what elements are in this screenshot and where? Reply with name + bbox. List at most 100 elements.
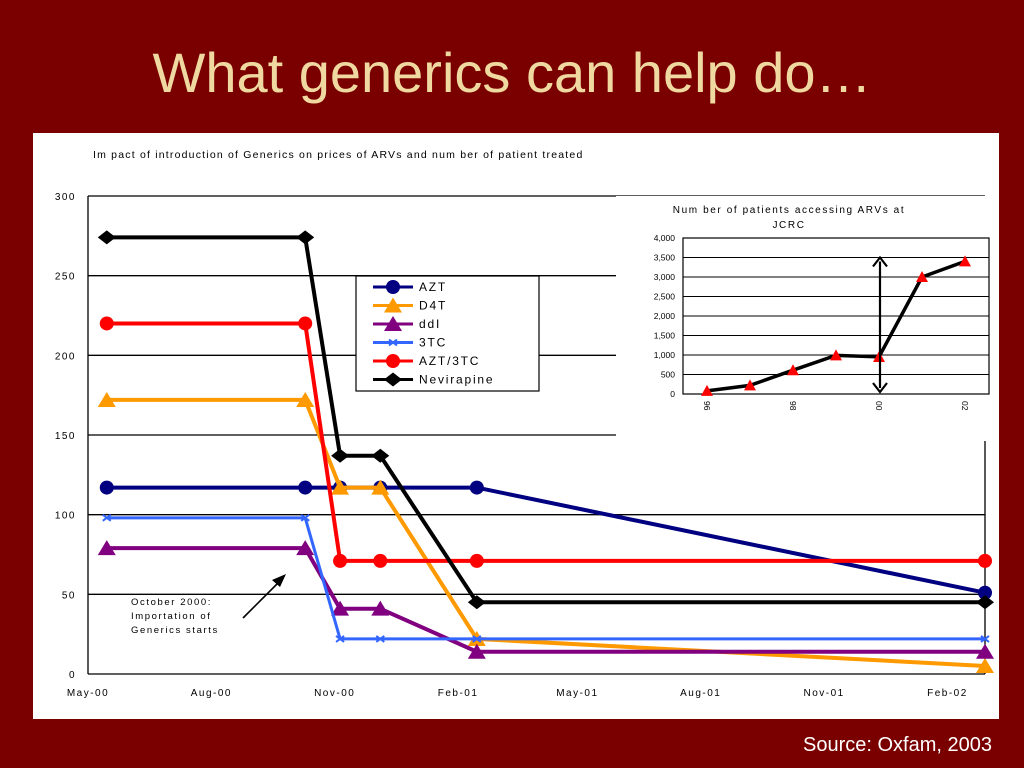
series-line-nevirapine xyxy=(106,235,985,605)
series-line-azt xyxy=(106,485,986,595)
series-line-d4t xyxy=(106,397,986,668)
x-tick-label: Nov-01 xyxy=(803,688,844,699)
legend-label: ddI xyxy=(419,317,441,331)
annotation-arrow-line xyxy=(242,578,283,619)
inset-data-point xyxy=(701,384,713,396)
data-point-3tc xyxy=(102,514,112,522)
annotation-text: Importation of xyxy=(131,611,212,622)
legend-marker xyxy=(386,354,400,368)
legend-label: AZT xyxy=(419,280,447,294)
data-point-azt xyxy=(978,585,992,600)
data-point-ddi xyxy=(467,643,486,659)
price-chart: Im pact of introduction of Generics on p… xyxy=(55,149,994,699)
inset-title-line-1: Num ber of patients accessing ARVs at xyxy=(673,205,905,216)
x-tick-label: Feb-01 xyxy=(438,688,479,699)
series-line-azt-3tc xyxy=(106,321,985,563)
y-tick-label: 200 xyxy=(55,351,76,362)
data-point-nevirapine xyxy=(97,230,116,245)
x-tick-label: Aug-01 xyxy=(680,688,721,699)
source-note: Source: Oxfam, 2003 xyxy=(803,734,992,756)
y-tick-label: 0 xyxy=(69,670,76,681)
data-point-d4t xyxy=(371,479,390,495)
x-tick-label: May-01 xyxy=(556,688,598,699)
inset-x-tick-label: 98 xyxy=(788,401,798,411)
data-point-nevirapine xyxy=(296,230,315,245)
inset-x-tick-label: 96 xyxy=(702,401,712,411)
data-point-ddi xyxy=(331,600,350,616)
legend-label: 3TC xyxy=(419,336,447,350)
x-tick-label: Feb-02 xyxy=(927,688,968,699)
data-point-ddi xyxy=(371,600,390,616)
annotation-arrow-head xyxy=(272,574,286,587)
inset-y-tick-label: 0 xyxy=(670,389,675,399)
inset-y-tick-label: 1,000 xyxy=(654,350,676,360)
data-point-azt-3tc xyxy=(333,553,348,568)
inset-arrow-head-bottom xyxy=(872,382,888,394)
slide-title: What generics can help do… xyxy=(152,41,872,104)
legend-label: AZT/3TC xyxy=(419,354,480,368)
data-point-d4t xyxy=(296,391,315,407)
data-point-nevirapine xyxy=(331,448,350,463)
data-point-3tc xyxy=(980,635,990,643)
inset-data-point xyxy=(830,349,842,361)
data-point-azt xyxy=(298,480,313,495)
legend-label: Nevirapine xyxy=(419,373,494,387)
y-tick-label: 250 xyxy=(55,272,76,283)
inset-data-point xyxy=(744,379,756,391)
y-tick-label: 100 xyxy=(55,511,76,522)
data-point-3tc xyxy=(375,635,385,643)
x-tick-label: Aug-00 xyxy=(191,688,232,699)
inset-data-point xyxy=(787,364,799,376)
inset-y-tick-label: 500 xyxy=(661,370,675,380)
y-tick-label: 150 xyxy=(55,431,76,442)
data-point-ddi xyxy=(97,540,116,556)
y-tick-label: 50 xyxy=(62,590,76,601)
data-point-azt-3tc xyxy=(978,553,992,568)
data-point-azt-3tc xyxy=(298,316,313,331)
inset-y-tick-label: 2,000 xyxy=(654,311,676,321)
data-point-nevirapine xyxy=(467,595,486,610)
inset-y-tick-label: 1,500 xyxy=(654,331,676,341)
data-point-d4t xyxy=(97,391,116,407)
inset-title-line-2: JCRC xyxy=(772,220,805,231)
annotation-text: October 2000: xyxy=(131,597,212,608)
inset-x-tick-label: 00 xyxy=(874,401,884,411)
inset-x-tick-label: 02 xyxy=(960,401,970,411)
data-point-azt-3tc xyxy=(99,316,114,331)
x-tick-label: Nov-00 xyxy=(314,688,355,699)
legend-marker xyxy=(386,280,400,294)
inset-arrow-head-top xyxy=(872,255,888,268)
data-point-azt xyxy=(99,480,114,495)
data-point-nevirapine xyxy=(371,448,390,463)
data-point-azt-3tc xyxy=(373,553,388,568)
data-point-ddi xyxy=(296,540,315,556)
annotation-text: Generics starts xyxy=(131,625,219,636)
inset-y-tick-label: 3,500 xyxy=(654,253,676,263)
legend-marker xyxy=(388,338,398,347)
data-point-azt-3tc xyxy=(469,553,484,568)
inset-data-point xyxy=(916,271,928,282)
legend-label: D4T xyxy=(419,299,447,313)
legend-marker xyxy=(384,316,402,331)
main-chart-title: Im pact of introduction of Generics on p… xyxy=(93,149,584,161)
data-point-nevirapine xyxy=(976,595,994,610)
inset-y-tick-label: 3,000 xyxy=(654,272,676,282)
data-point-3tc xyxy=(300,514,310,522)
series-line-ddi xyxy=(106,546,985,654)
series-line-3tc xyxy=(106,516,985,641)
inset-data-point xyxy=(959,255,971,267)
data-point-d4t xyxy=(331,479,350,495)
inset-plot-frame xyxy=(682,237,990,395)
data-point-ddi xyxy=(976,643,994,659)
y-tick-label: 300 xyxy=(55,192,76,203)
data-point-d4t xyxy=(976,658,994,674)
inset-y-tick-label: 4,000 xyxy=(654,233,676,243)
inset-y-tick-label: 2,500 xyxy=(654,292,676,302)
x-tick-label: May-00 xyxy=(67,688,109,699)
data-point-azt xyxy=(469,480,484,495)
legend-marker xyxy=(384,297,402,313)
inset-background xyxy=(616,196,985,441)
legend-marker xyxy=(384,372,402,387)
chart-panel: Im pact of introduction of Generics on p… xyxy=(33,133,999,719)
data-point-3tc xyxy=(335,635,345,643)
